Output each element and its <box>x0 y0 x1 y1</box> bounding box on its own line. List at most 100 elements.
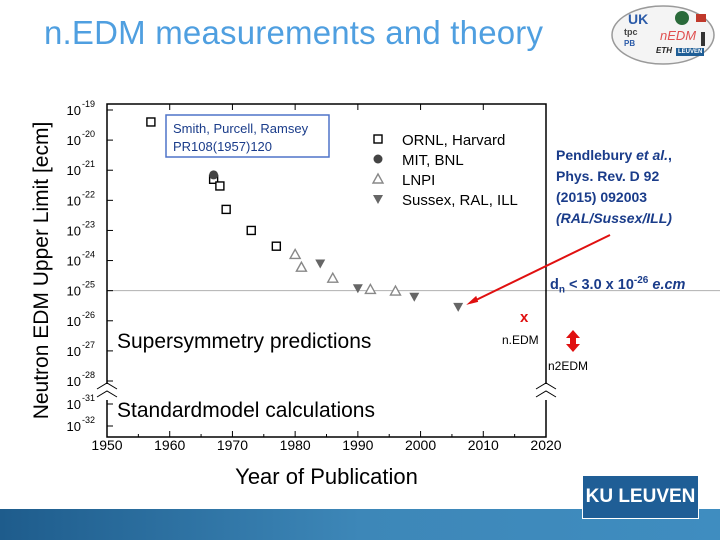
y-axis-title: Neutron EDM Upper Limit [ecm] <box>30 122 53 420</box>
x-axis-title: Year of Publication <box>235 464 418 489</box>
y-tick-exponent: -21 <box>82 159 95 169</box>
x-tick-label: 1980 <box>280 437 311 453</box>
y-tick-base: 10 <box>67 397 81 412</box>
legend-label: LNPI <box>402 172 435 189</box>
data-point <box>215 181 225 191</box>
x-tick-label: 1970 <box>217 437 248 453</box>
y-tick-base: 10 <box>67 254 81 269</box>
x-tick-label: 2010 <box>468 437 499 453</box>
legend-marker <box>373 134 383 144</box>
y-tick-exponent: -32 <box>82 415 95 425</box>
x-tick-label: 1990 <box>342 437 373 453</box>
callout-line-2: PR108(1957)120 <box>173 139 272 154</box>
data-point <box>315 259 326 269</box>
eth-logo: ETH <box>656 46 672 55</box>
n2edm-projection-arrow <box>566 330 580 352</box>
citation-arrow <box>471 234 611 303</box>
left-break-gap <box>101 384 113 400</box>
y-tick-exponent: -31 <box>82 393 95 403</box>
y-tick-base: 10 <box>67 284 81 299</box>
right-break-gap <box>540 384 552 400</box>
legend-label: Sussex, RAL, ILL <box>402 192 518 209</box>
callout-line-1: Smith, Purcell, Ramsey <box>173 121 309 136</box>
y-tick-exponent: -19 <box>82 99 95 109</box>
x-tick-label: 1960 <box>154 437 185 453</box>
citation-annotation: Pendlebury et al., Phys. Rev. D 92 (2015… <box>556 145 716 229</box>
emblem-red-icon <box>696 14 706 22</box>
data-point <box>364 282 377 295</box>
leuven-logo: LEUVEN <box>676 48 705 56</box>
y-tick-exponent: -22 <box>82 189 95 199</box>
y-tick-base: 10 <box>67 374 81 389</box>
y-tick-base: 10 <box>67 133 81 148</box>
right-break-mark-top <box>535 382 557 390</box>
legend-marker <box>371 172 385 184</box>
y-tick-base: 10 <box>67 103 81 118</box>
susy-region-label: Supersymmetry predictions <box>117 330 371 353</box>
data-point <box>146 117 156 127</box>
data-point <box>221 204 231 215</box>
data-point <box>295 260 308 272</box>
ku-leuven-logo: KU LEUVEN <box>582 475 699 519</box>
y-tick-base: 10 <box>67 344 81 359</box>
partner-logos: UK tpc PB nEDM ETH LEUVEN <box>610 4 716 66</box>
y-tick-base: 10 <box>67 223 81 238</box>
tpc-logo: tpc <box>624 27 638 37</box>
citation-line-3: (2015) 092003 <box>556 189 648 205</box>
callout-box <box>165 114 330 158</box>
y-tick-exponent: -24 <box>82 250 95 260</box>
data-point <box>271 241 282 251</box>
y-tick-exponent: -27 <box>82 340 95 350</box>
citation-etal: et al. <box>636 147 669 163</box>
emblem-bars-icon <box>701 32 705 46</box>
nedm-label: n.EDM <box>502 333 539 347</box>
susy-region <box>107 308 546 381</box>
y-tick-base: 10 <box>67 193 81 208</box>
legend-label: ORNL, Harvard <box>402 132 505 149</box>
y-tick-base: 10 <box>67 163 81 178</box>
data-point <box>389 284 402 296</box>
left-break-mark-bottom <box>96 390 118 398</box>
slide-title: n.EDM measurements and theory <box>44 14 544 51</box>
legend-marker <box>373 195 383 204</box>
x-tick-label: 2020 <box>530 437 561 453</box>
data-point <box>453 302 464 312</box>
citation-line-1: Pendlebury et al., <box>556 145 716 166</box>
y-tick-exponent: -20 <box>82 129 95 139</box>
dn-symbol: d <box>550 276 559 293</box>
citation-line-4: (RAL/Sussex/ILL) <box>556 210 672 226</box>
y-tick-exponent: -28 <box>82 370 95 380</box>
data-point <box>326 271 339 283</box>
dn-unit: e.cm <box>648 276 686 293</box>
y-tick-base: 10 <box>67 314 81 329</box>
x-tick-label: 1950 <box>91 437 122 453</box>
logo-emblems <box>675 11 706 46</box>
y-tick-exponent: -26 <box>82 310 95 320</box>
data-point <box>288 247 302 260</box>
data-point <box>246 225 256 236</box>
dn-value: < 3.0 x 10 <box>564 276 634 293</box>
dn-subscript: n <box>558 284 565 296</box>
legend-label: MIT, BNL <box>402 152 464 169</box>
y-tick-exponent: -23 <box>82 219 95 229</box>
nedm-sensitivity-marker: x <box>520 309 529 326</box>
left-break-mark-top <box>96 382 118 390</box>
dn-exponent: -26 <box>633 275 649 286</box>
data-point <box>209 170 219 180</box>
citation-line-2: Phys. Rev. D 92 <box>556 168 660 184</box>
right-break-mark-bottom <box>535 390 557 398</box>
citation-comma: , <box>668 147 672 163</box>
uk-logo: UK <box>628 11 649 27</box>
data-point <box>352 284 363 294</box>
standard-model-region-label: Standardmodel calculations <box>117 399 375 422</box>
emblem-green-icon <box>675 11 689 25</box>
data-point <box>409 292 420 302</box>
y-tick-exponent: -25 <box>82 280 95 290</box>
nedm-logo: nEDM <box>660 28 697 43</box>
n2edm-label: n2EDM <box>548 359 589 373</box>
citation-author: Pendlebury <box>556 147 637 163</box>
current-limit-label: dn < 3.0 x 10-26 e.cm <box>550 275 685 296</box>
x-tick-label: 2000 <box>405 437 436 453</box>
legend-marker <box>373 154 383 164</box>
